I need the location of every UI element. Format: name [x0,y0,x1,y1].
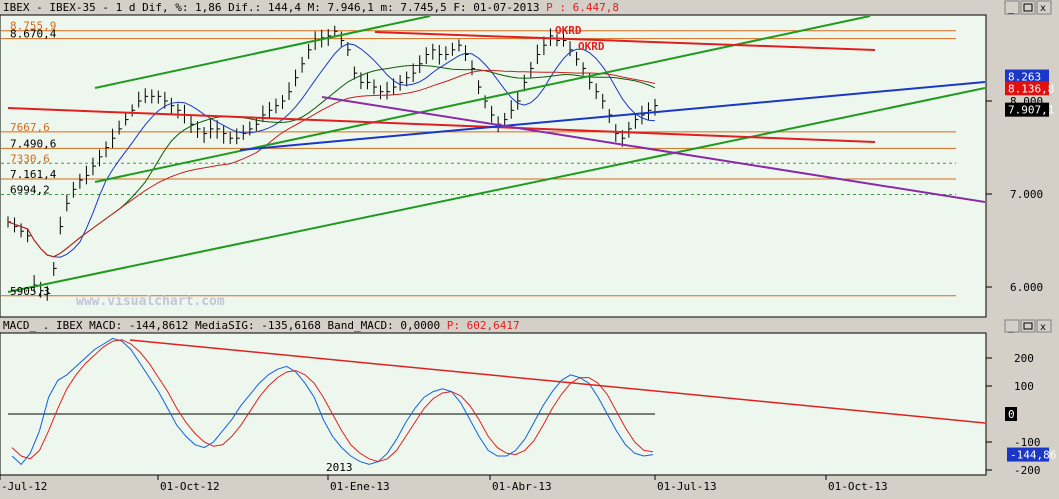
moving-average-long[interactable] [7,69,656,258]
price-label-box [1005,81,1049,96]
level-label: 8.670,4 [10,28,57,41]
close-button[interactable] [1036,319,1052,333]
level-label: 7.490,6 [10,137,56,150]
purple-trend-line[interactable] [321,96,985,203]
y-tick-label: 6.000 [1010,281,1043,294]
level-label: 6994,2 [10,184,50,197]
macd-price-label-box [1005,407,1017,421]
red-resistance-line[interactable] [374,31,876,51]
green-channel-mid[interactable] [94,16,871,183]
macd-plot-area[interactable] [0,332,987,476]
level-label: 8.755,9 [10,20,56,33]
moving-average-short[interactable] [7,43,656,258]
level-label: 7667,6 [10,121,50,134]
main-plot-area[interactable] [0,14,987,318]
macd-chart-header: MACD_ . IBEX MACD: -144,8612 MediaSIG: -… [3,319,520,332]
y-tick-label: -100 [1014,436,1041,449]
watermark: www.visualchart.com [76,294,225,309]
price-label-box [1005,69,1049,84]
green-channel-lower[interactable] [7,87,985,293]
y-tick-label: 200 [1014,352,1034,365]
minimize-icon: _ [1008,3,1015,14]
annotation-okrd[interactable]: OKRD [578,40,605,53]
x-tick-label: -Jul-12 [1,480,47,493]
minimize-button[interactable] [1004,319,1020,333]
macd-price-label: 0 [1008,408,1015,421]
y-tick-label: 7.000 [1010,188,1043,201]
y-tick-label: -200 [1014,464,1041,477]
macd-window-controls: _ x [1004,319,1052,333]
green-channel-upper[interactable] [94,16,431,89]
x-tick-label: 01-Oct-13 [828,480,888,493]
main-window-controls: _ x [1004,0,1052,15]
maximize-button[interactable] [1020,319,1036,333]
price-label: 7.907,1 [1008,104,1054,117]
year-marker: 2013 [326,461,353,474]
y-tick-label: 100 [1014,380,1034,393]
macd-series-mediasig[interactable] [11,339,654,463]
macd-price-label-box [1007,447,1049,462]
close-icon: x [1040,3,1046,14]
x-tick-label: 01-Oct-12 [160,480,220,493]
minimize-button[interactable] [1004,0,1020,15]
price-label-box [1005,102,1049,117]
macd-trend-line[interactable] [129,339,985,424]
maximize-icon [1023,3,1033,12]
main-chart-header: IBEX - IBEX-35 - 1 d Dif, %: 1,86 Dif.: … [3,1,619,14]
close-icon: x [1040,322,1046,333]
macd-price-label: -144,86 [1010,449,1056,462]
maximize-button[interactable] [1020,0,1036,15]
price-label: 8.263 [1008,71,1041,84]
x-tick-label: 01-Jul-13 [657,480,717,493]
level-label: 5905,3 [10,285,50,298]
level-label: 7.161,4 [10,168,57,181]
price-label: 8.136,8 [1008,82,1054,95]
blue-trend-line[interactable] [239,81,985,151]
red-support-line[interactable] [7,107,876,143]
level-label: 7330,6 [10,152,50,165]
close-button[interactable] [1036,0,1052,15]
annotation-okrd[interactable]: OKRD [555,24,582,37]
x-tick-label: 01-Abr-13 [492,480,552,493]
maximize-icon [1023,322,1033,330]
x-tick-label: 01-Ene-13 [330,480,390,493]
minimize-icon: _ [1008,322,1015,333]
